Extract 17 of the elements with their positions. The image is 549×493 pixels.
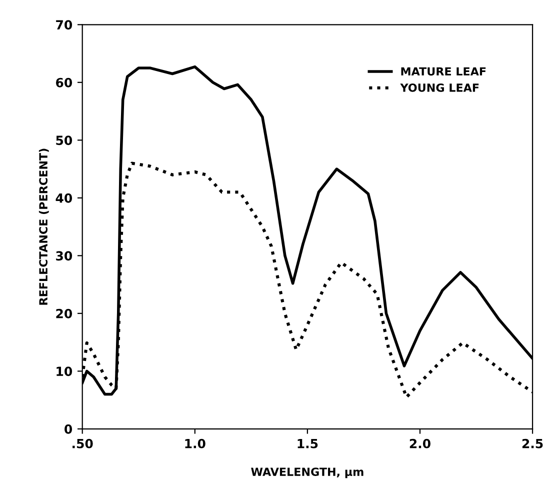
y-tick-label: 20 xyxy=(56,308,72,318)
x-tick-label: 2.5 xyxy=(522,438,543,448)
x-tick-label: 1.0 xyxy=(185,438,206,448)
y-tick-label: 70 xyxy=(56,20,72,30)
legend-label: MATURE LEAF xyxy=(401,67,486,76)
y-tick-label: 60 xyxy=(56,78,72,88)
y-tick-label: 40 xyxy=(56,193,72,203)
y-tick-label: 50 xyxy=(56,136,72,146)
x-tick-label: 1.5 xyxy=(298,439,318,448)
y-axis-title: REFLECTANCE (PERCENT) xyxy=(38,148,49,305)
x-tick-label: 2.0 xyxy=(410,438,430,448)
legend-label: YOUNG LEAF xyxy=(400,83,479,92)
y-tick-label: 10 xyxy=(56,366,72,376)
x-tick-label: .50 xyxy=(72,438,93,448)
x-axis-title: WAVELENGTH, µm xyxy=(251,468,364,478)
y-tick-label: 0 xyxy=(64,424,72,434)
y-tick-label: 30 xyxy=(56,251,72,261)
